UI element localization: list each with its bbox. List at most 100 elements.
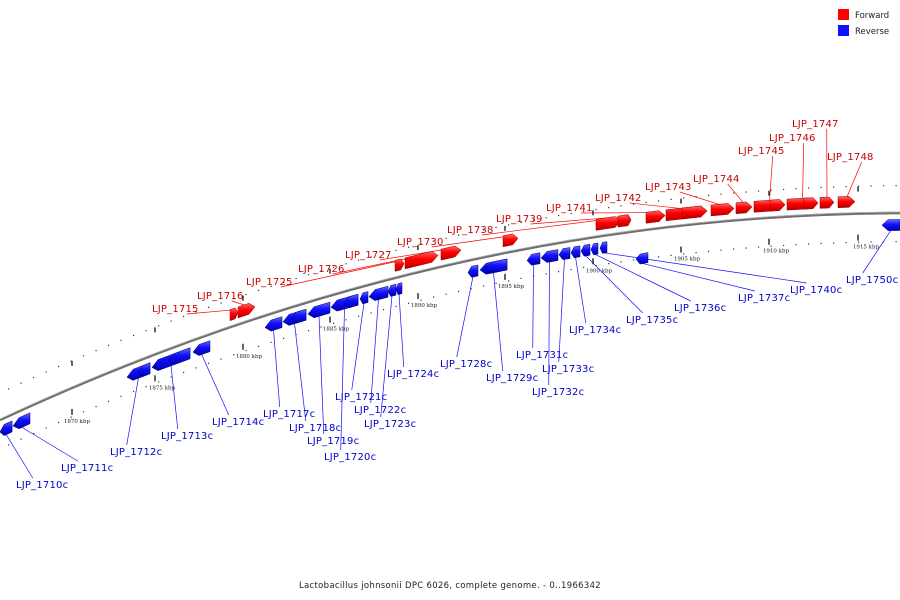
reverse-leader-line [273, 329, 281, 408]
minor-tick [170, 320, 172, 322]
minor-tick [70, 416, 72, 418]
minor-tick [420, 243, 422, 245]
reverse-gene-segment[interactable] [0, 420, 13, 436]
minor-tick [670, 254, 672, 256]
reverse-gene-label: LJP_1713c [161, 431, 213, 442]
minor-tick [270, 341, 272, 343]
reverse-gene-ljp-1750c[interactable] [881, 219, 900, 231]
reverse-gene-ljp-1723c[interactable] [387, 283, 397, 297]
reverse-gene-ljp-1724c[interactable] [395, 282, 403, 295]
minor-tick [120, 339, 122, 342]
reverse-gene-label: LJP_1737c [738, 293, 790, 304]
reverse-gene-segment[interactable] [137, 362, 151, 378]
reverse-gene-ljp-1734c[interactable] [570, 245, 581, 259]
minor-tick [620, 261, 622, 263]
minor-tick [8, 444, 10, 446]
forward-gene-ljp-1747[interactable] [819, 196, 835, 209]
minor-tick [783, 244, 785, 247]
forward-gene-ljp-1738[interactable] [595, 216, 622, 231]
reverse-gene-ljp-1719c[interactable] [307, 301, 331, 319]
forward-gene-label: LJP_1741 [546, 203, 593, 214]
reverse-gene-ljp-1740c[interactable] [599, 241, 608, 254]
forward-gene-ljp-1726[interactable] [404, 251, 439, 270]
reverse-gene-ljp-1711c[interactable] [12, 412, 31, 430]
reverse-gene-label: LJP_1732c [532, 387, 584, 398]
reverse-leader-line [126, 377, 139, 446]
minor-tick [445, 237, 447, 239]
reverse-gene-ljp-1736c[interactable] [590, 242, 599, 255]
minor-tick [670, 198, 672, 200]
reverse-gene-segment[interactable] [343, 293, 359, 309]
minor-tick [608, 207, 610, 209]
minor-tick [745, 191, 747, 193]
forward-gene-segment[interactable] [769, 199, 786, 212]
forward-gene-label: LJP_1748 [827, 152, 874, 163]
forward-leader-line [280, 260, 400, 288]
reverse-gene-ljp-1731c[interactable] [526, 252, 541, 266]
minor-tick [208, 362, 210, 365]
forward-gene-ljp-1727[interactable] [440, 245, 462, 261]
reverse-gene-label: LJP_1711c [61, 463, 113, 474]
forward-gene-ljp-1741[interactable] [645, 210, 666, 224]
reverse-gene-label: LJP_1720c [324, 452, 376, 463]
reverse-leader-line [641, 262, 755, 292]
minor-tick [183, 315, 185, 318]
reverse-gene-segment[interactable] [290, 308, 307, 324]
minor-tick [870, 241, 872, 243]
reverse-gene-ljp-1717c[interactable] [264, 316, 283, 332]
kbp-tick-label: 1890 kbp [411, 303, 438, 309]
minor-tick [95, 349, 97, 352]
reverse-gene-ljp-1732c[interactable] [540, 249, 559, 263]
minor-tick [383, 252, 385, 255]
forward-gene-label: LJP_1727 [345, 250, 392, 261]
reverse-gene-segment[interactable] [167, 347, 191, 365]
forward-gene-ljp-1744[interactable] [735, 201, 753, 214]
minor-tick [570, 268, 572, 271]
minor-tick [683, 253, 685, 255]
reverse-gene-ljp-1733c[interactable] [558, 247, 571, 260]
forward-gene-segment[interactable] [803, 197, 819, 210]
forward-gene-ljp-1748[interactable] [837, 196, 856, 208]
reverse-gene-label: LJP_1723c [364, 419, 416, 430]
reverse-gene-label: LJP_1728c [440, 359, 492, 370]
forward-gene-ljp-1743[interactable] [710, 203, 735, 217]
reverse-gene-ljp-1737c[interactable] [635, 252, 649, 265]
reverse-leader-line [340, 308, 345, 451]
reverse-gene-label: LJP_1714c [212, 417, 264, 428]
minor-tick [370, 256, 372, 258]
reverse-gene-ljp-1735c[interactable] [580, 243, 591, 257]
kbp-tick-label: 1870 kbp [64, 419, 91, 425]
minor-tick [858, 241, 860, 243]
minor-tick [58, 365, 60, 368]
forward-gene-ljp-1730[interactable] [502, 233, 519, 248]
reverse-gene-ljp-1722c[interactable] [368, 285, 389, 301]
minor-tick [495, 282, 497, 284]
reverse-gene-ljp-1721c[interactable] [359, 291, 369, 305]
reverse-gene-label: LJP_1750c [846, 275, 898, 286]
forward-gene-ljp-1725[interactable] [394, 258, 405, 272]
minor-tick [58, 421, 60, 424]
forward-gene-ljp-1716[interactable] [237, 302, 256, 319]
forward-gene-segment[interactable] [681, 205, 708, 220]
forward-gene-ljp-1715[interactable] [229, 307, 239, 322]
minor-tick [320, 326, 322, 328]
minor-tick [133, 390, 135, 393]
reverse-gene-label: LJP_1717c [263, 409, 315, 420]
minor-tick [820, 242, 822, 245]
reverse-gene-ljp-1714c[interactable] [192, 340, 211, 356]
forward-leader-line [727, 183, 745, 204]
reverse-leader-line [5, 434, 34, 479]
minor-tick [233, 354, 235, 356]
minor-tick [483, 229, 485, 231]
minor-tick [695, 196, 697, 198]
reverse-leader-line [862, 229, 892, 274]
minor-tick [808, 243, 810, 245]
reverse-gene-ljp-1728c[interactable] [467, 264, 479, 278]
forward-gene-label: LJP_1730 [397, 237, 444, 248]
kbp-tick-label: 1895 kbp [498, 284, 525, 290]
forward-gene-segment[interactable] [617, 214, 632, 228]
reverse-gene-segment[interactable] [484, 258, 508, 274]
reverse-leader-line [398, 293, 405, 368]
